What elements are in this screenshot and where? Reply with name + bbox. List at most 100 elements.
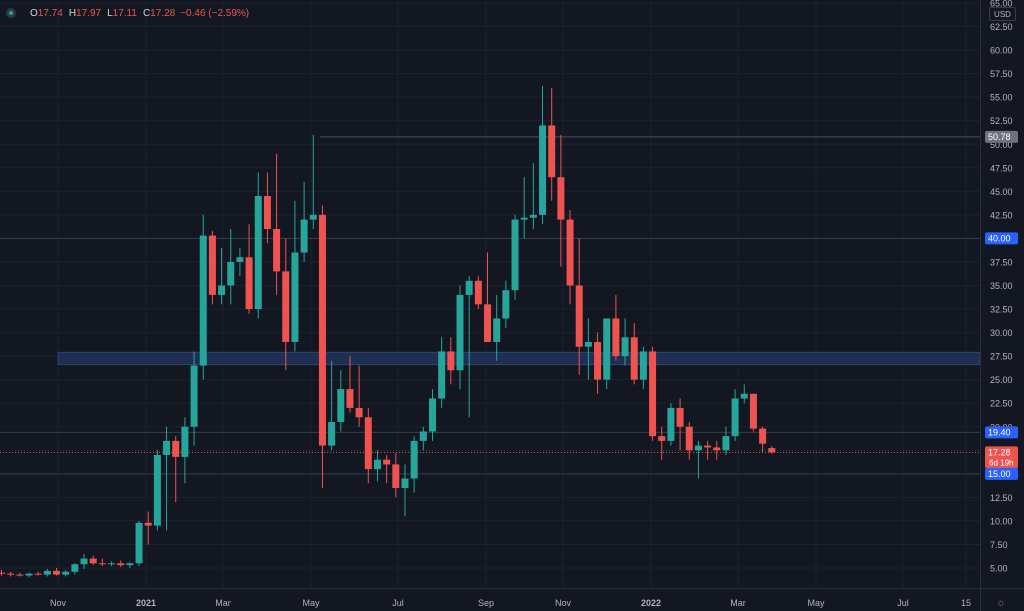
candle[interactable]	[676, 398, 684, 451]
candle[interactable]	[135, 520, 143, 567]
candle[interactable]	[621, 318, 629, 366]
candle[interactable]	[153, 450, 161, 531]
candle[interactable]	[181, 417, 189, 484]
candle[interactable]	[685, 422, 693, 460]
candle[interactable]	[89, 555, 97, 566]
candle[interactable]	[0, 569, 5, 576]
candle[interactable]	[456, 285, 464, 390]
candle[interactable]	[639, 346, 647, 390]
candle-body	[163, 440, 171, 455]
candle[interactable]	[465, 276, 473, 418]
candle[interactable]	[364, 407, 372, 484]
candle[interactable]	[43, 568, 51, 577]
candle[interactable]	[694, 440, 702, 479]
y-tick-label: 22.50	[990, 399, 1013, 409]
candle[interactable]	[190, 351, 198, 446]
candle[interactable]	[529, 163, 537, 229]
candle[interactable]	[236, 247, 244, 277]
candle[interactable]	[658, 426, 666, 460]
candle[interactable]	[392, 453, 400, 498]
candle[interactable]	[401, 464, 409, 517]
candle[interactable]	[630, 323, 638, 385]
candle[interactable]	[227, 229, 235, 305]
candle[interactable]	[428, 389, 436, 441]
candle[interactable]	[667, 403, 675, 446]
candle[interactable]	[318, 205, 326, 488]
candle[interactable]	[62, 569, 70, 577]
candle-body	[236, 257, 244, 262]
candle[interactable]	[612, 294, 620, 361]
candle[interactable]	[273, 153, 281, 295]
candle[interactable]	[383, 455, 391, 484]
candle[interactable]	[484, 252, 492, 342]
candle[interactable]	[731, 389, 739, 441]
candle[interactable]	[548, 87, 556, 201]
candle[interactable]	[493, 294, 501, 361]
candle[interactable]	[80, 553, 88, 569]
candle[interactable]	[713, 440, 721, 460]
candle[interactable]	[172, 436, 180, 503]
candle[interactable]	[594, 332, 602, 394]
candle[interactable]	[704, 440, 712, 460]
candle[interactable]	[144, 511, 152, 545]
candle[interactable]	[291, 200, 299, 352]
settings-gear-icon[interactable]: ☼	[996, 597, 1007, 609]
price-axis[interactable]: 5.007.5010.0012.5015.0017.5020.0022.5025…	[980, 0, 1013, 611]
candle[interactable]	[539, 85, 547, 225]
candle[interactable]	[419, 426, 427, 451]
candle[interactable]	[218, 247, 226, 305]
candle[interactable]	[117, 560, 125, 568]
candle[interactable]	[749, 393, 757, 432]
candle[interactable]	[300, 181, 308, 262]
candle[interactable]	[575, 238, 583, 375]
candle-body	[199, 235, 207, 366]
candle[interactable]	[245, 224, 253, 314]
candle[interactable]	[7, 571, 15, 577]
candle[interactable]	[328, 360, 336, 451]
candle[interactable]	[208, 230, 216, 305]
currency-button[interactable]: USD	[989, 7, 1016, 21]
candle[interactable]	[511, 214, 519, 300]
candle[interactable]	[309, 134, 317, 229]
candle[interactable]	[163, 426, 171, 531]
candle-body	[392, 464, 400, 488]
candle[interactable]	[71, 563, 79, 575]
candle[interactable]	[337, 370, 345, 432]
candle[interactable]	[438, 337, 446, 408]
candle[interactable]	[566, 210, 574, 305]
candle[interactable]	[263, 172, 271, 244]
candle[interactable]	[282, 238, 290, 371]
candle[interactable]	[410, 436, 418, 493]
candle[interactable]	[53, 568, 61, 576]
candle[interactable]	[108, 561, 116, 567]
candle[interactable]	[603, 318, 611, 390]
candle[interactable]	[759, 426, 767, 453]
candle[interactable]	[557, 134, 565, 267]
candle[interactable]	[355, 365, 363, 427]
candle[interactable]	[474, 276, 482, 310]
candle-body	[346, 389, 354, 408]
candle[interactable]	[649, 346, 657, 441]
candle[interactable]	[502, 280, 510, 328]
candles-layer[interactable]	[0, 85, 776, 578]
time-axis[interactable]: Nov 2021 Mar May Jul Sep Nov 2022 Mar May Jul 15	[0, 588, 1024, 609]
candle[interactable]	[447, 337, 455, 385]
candle[interactable]	[98, 558, 106, 567]
candle[interactable]	[254, 172, 262, 319]
candle[interactable]	[34, 571, 42, 576]
candle[interactable]	[740, 384, 748, 404]
candle[interactable]	[16, 572, 24, 577]
candle[interactable]	[520, 177, 528, 239]
symbol-dot-icon[interactable]	[6, 8, 16, 18]
candle[interactable]	[199, 214, 207, 380]
y-tick-label: 25.00	[990, 375, 1013, 385]
candle[interactable]	[126, 562, 134, 568]
candle[interactable]	[768, 445, 776, 454]
candle[interactable]	[25, 572, 33, 578]
candle[interactable]	[373, 450, 381, 482]
candle[interactable]	[722, 426, 730, 455]
candle[interactable]	[584, 318, 592, 380]
candle[interactable]	[346, 356, 354, 413]
